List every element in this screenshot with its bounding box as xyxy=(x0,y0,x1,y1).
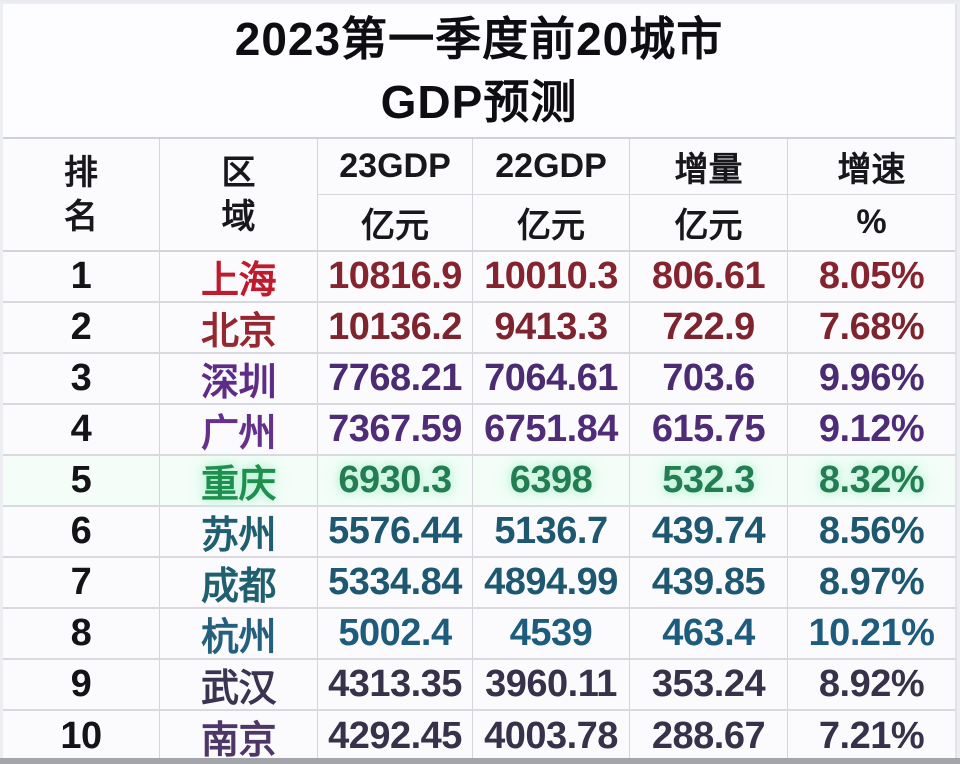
rank-cell: 2 xyxy=(3,303,160,352)
gdp22-cell: 4003.78 xyxy=(473,711,630,762)
table-header: 排 名 区 域 23GDP 亿元 22GDP 亿元 增量 亿元 增速 % xyxy=(3,139,955,252)
table-row: 10 南京 4292.45 4003.78 288.67 7.21% xyxy=(3,711,955,762)
title-line-1: 2023第一季度前20城市 xyxy=(234,13,724,65)
growth-cell: 8.97% xyxy=(818,561,925,603)
increment-cell: 722.9 xyxy=(630,303,788,352)
rank-cell: 8 xyxy=(3,609,160,658)
rank-cell: 5 xyxy=(3,456,160,505)
rank-cell: 3 xyxy=(3,354,160,403)
table-row: 8 杭州 5002.4 4539 463.4 10.21% xyxy=(3,609,955,660)
table-title: 2023第一季度前20城市 GDP预测 xyxy=(3,4,955,139)
header-rank-top: 排 xyxy=(64,153,98,192)
header-region-top: 区 xyxy=(221,153,256,192)
table-row: 3 深圳 7768.21 7064.61 703.6 9.96% xyxy=(3,354,955,405)
table-row: 4 广州 7367.59 6751.84 615.75 9.12% xyxy=(3,405,955,456)
header-gdp22-unit: 亿元 xyxy=(517,206,585,245)
bottom-edge-strip xyxy=(0,758,960,764)
gdp23-cell: 5576.44 xyxy=(318,507,473,556)
rank-cell: 1 xyxy=(3,252,160,301)
rank-cell: 6 xyxy=(3,507,160,556)
city-cell: 上海 xyxy=(160,252,318,302)
table-row: 7 成都 5334.84 4894.99 439.85 8.97% xyxy=(3,558,955,609)
growth-cell: 8.32% xyxy=(818,459,925,501)
gdp23-cell: 10136.2 xyxy=(318,303,473,352)
growth-cell: 7.68% xyxy=(818,306,925,348)
gdp23-cell: 10816.9 xyxy=(318,252,473,301)
header-growth-unit: % xyxy=(856,202,887,241)
city-cell: 重庆 xyxy=(160,456,318,506)
growth-cell: 8.05% xyxy=(818,255,925,297)
gdp22-cell: 7064.61 xyxy=(473,354,630,403)
increment-cell: 806.61 xyxy=(630,252,788,301)
header-increment-unit: 亿元 xyxy=(674,206,743,245)
gdp22-cell: 10010.3 xyxy=(473,252,630,301)
gdp23-cell: 5334.84 xyxy=(318,558,473,607)
gdp23-cell: 4313.35 xyxy=(318,660,473,709)
gdp23-cell: 7768.21 xyxy=(318,354,473,403)
gdp23-cell: 4292.45 xyxy=(318,711,473,762)
rank-cell: 10 xyxy=(3,711,160,762)
header-region-bottom: 域 xyxy=(221,197,256,236)
increment-cell: 615.75 xyxy=(630,405,788,454)
growth-cell: 10.21% xyxy=(808,612,935,654)
gdp22-cell: 4539 xyxy=(473,609,630,658)
header-growth: 增速 % xyxy=(788,139,955,250)
increment-cell: 439.85 xyxy=(630,558,788,607)
city-cell: 武汉 xyxy=(160,660,318,710)
gdp23-cell: 5002.4 xyxy=(318,609,473,658)
increment-cell: 288.67 xyxy=(630,711,788,762)
rank-cell: 7 xyxy=(3,558,160,607)
table-row: 2 北京 10136.2 9413.3 722.9 7.68% xyxy=(3,303,955,354)
header-increment: 增量 亿元 xyxy=(630,139,788,250)
growth-cell: 7.21% xyxy=(818,715,925,757)
header-gdp23: 23GDP 亿元 xyxy=(318,139,473,250)
header-region: 区 域 xyxy=(160,139,318,250)
header-growth-label: 增速 xyxy=(788,139,955,195)
table-row: 5 重庆 6930.3 6398 532.3 8.32% xyxy=(3,456,955,507)
increment-cell: 463.4 xyxy=(630,609,788,658)
increment-cell: 703.6 xyxy=(630,354,788,403)
header-rank: 排 名 xyxy=(3,139,160,250)
city-cell: 深圳 xyxy=(160,354,318,404)
header-gdp23-label: 23GDP xyxy=(318,139,472,195)
header-gdp22-label: 22GDP xyxy=(473,139,629,195)
gdp22-cell: 6751.84 xyxy=(473,405,630,454)
gdp22-cell: 3960.11 xyxy=(473,660,630,709)
table-body: 1 上海 10816.9 10010.3 806.61 8.05% 2 北京 10136.2 94… xyxy=(3,252,955,762)
city-cell: 南京 xyxy=(160,711,318,762)
gdp22-cell: 4894.99 xyxy=(473,558,630,607)
table-row: 9 武汉 4313.35 3960.11 353.24 8.92% xyxy=(3,660,955,711)
header-rank-bottom: 名 xyxy=(64,197,98,236)
gdp23-cell: 6930.3 xyxy=(318,456,473,505)
growth-cell: 8.56% xyxy=(818,510,925,552)
increment-cell: 353.24 xyxy=(630,660,788,709)
city-cell: 广州 xyxy=(160,405,318,455)
gdp-table: 2023第一季度前20城市 GDP预测 排 名 区 域 23GDP 亿元 22G… xyxy=(3,4,957,762)
gdp22-cell: 5136.7 xyxy=(473,507,630,556)
city-cell: 苏州 xyxy=(160,507,318,557)
increment-cell: 532.3 xyxy=(630,456,788,505)
header-gdp23-unit: 亿元 xyxy=(361,206,429,245)
table-row: 1 上海 10816.9 10010.3 806.61 8.05% xyxy=(3,252,955,303)
table-row: 6 苏州 5576.44 5136.7 439.74 8.56% xyxy=(3,507,955,558)
city-cell: 北京 xyxy=(160,303,318,353)
city-cell: 成都 xyxy=(160,558,318,608)
growth-cell: 9.96% xyxy=(818,357,925,399)
city-cell: 杭州 xyxy=(160,609,318,659)
increment-cell: 439.74 xyxy=(630,507,788,556)
growth-cell: 8.92% xyxy=(818,663,925,705)
rank-cell: 4 xyxy=(3,405,160,454)
rank-cell: 9 xyxy=(3,660,160,709)
gdp22-cell: 6398 xyxy=(473,456,630,505)
growth-cell: 9.12% xyxy=(818,408,925,450)
gdp23-cell: 7367.59 xyxy=(318,405,473,454)
title-line-2: GDP预测 xyxy=(380,76,578,128)
gdp22-cell: 9413.3 xyxy=(473,303,630,352)
header-increment-label: 增量 xyxy=(630,139,787,195)
header-gdp22: 22GDP 亿元 xyxy=(473,139,630,250)
